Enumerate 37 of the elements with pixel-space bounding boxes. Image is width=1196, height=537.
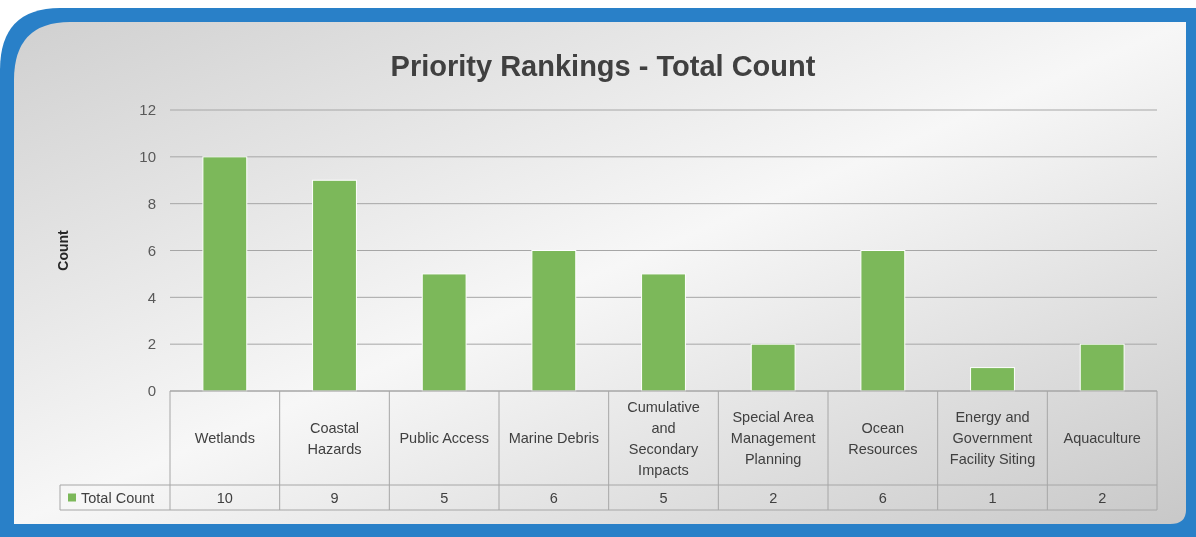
bar [202, 156, 248, 392]
text: Total Count [81, 489, 155, 506]
data-label: 5 [440, 489, 449, 506]
x-tick-label: Energy and Government Facility Siting [949, 409, 1036, 468]
y-tick-label: 10 [139, 148, 156, 166]
x-tick-label: Marine Debris [508, 430, 599, 447]
bar [421, 273, 467, 392]
x-tick-label: Public Access [399, 430, 489, 447]
data-label: 6 [549, 489, 558, 506]
bar [312, 179, 357, 392]
data-label: 10 [216, 489, 233, 506]
x-tick-label: Special Area Management Planning [730, 409, 816, 468]
x-tick-label: Coastal Hazards [307, 419, 362, 457]
bar [750, 343, 796, 392]
bar [641, 273, 686, 392]
data-label: 9 [330, 489, 339, 506]
y-tick-label: 4 [147, 288, 156, 306]
x-tick-label: Wetlands [194, 430, 255, 447]
y-tick-label: 6 [147, 241, 156, 259]
y-axis-title: Count [55, 229, 71, 271]
x-tick-label: Cumulative and Secondary Impacts [627, 398, 700, 478]
chart-title: Priority Rankings - Total Count [390, 50, 816, 82]
bar [860, 250, 906, 392]
bar [970, 367, 1015, 392]
x-tick-label: Aquaculture [1063, 430, 1141, 447]
data-label: 6 [878, 489, 887, 506]
data-label: 2 [769, 489, 778, 506]
bar [531, 250, 577, 392]
data-label: 2 [1098, 489, 1107, 506]
y-tick-label: 8 [147, 194, 156, 212]
y-tick-label: 0 [147, 382, 156, 400]
data-label: 5 [659, 489, 668, 506]
data-label: 1 [988, 489, 997, 506]
bar [1079, 343, 1125, 392]
y-tick-label: 12 [139, 101, 156, 119]
y-tick-label: 2 [147, 335, 156, 353]
x-tick-label: Ocean Resources [848, 419, 918, 457]
